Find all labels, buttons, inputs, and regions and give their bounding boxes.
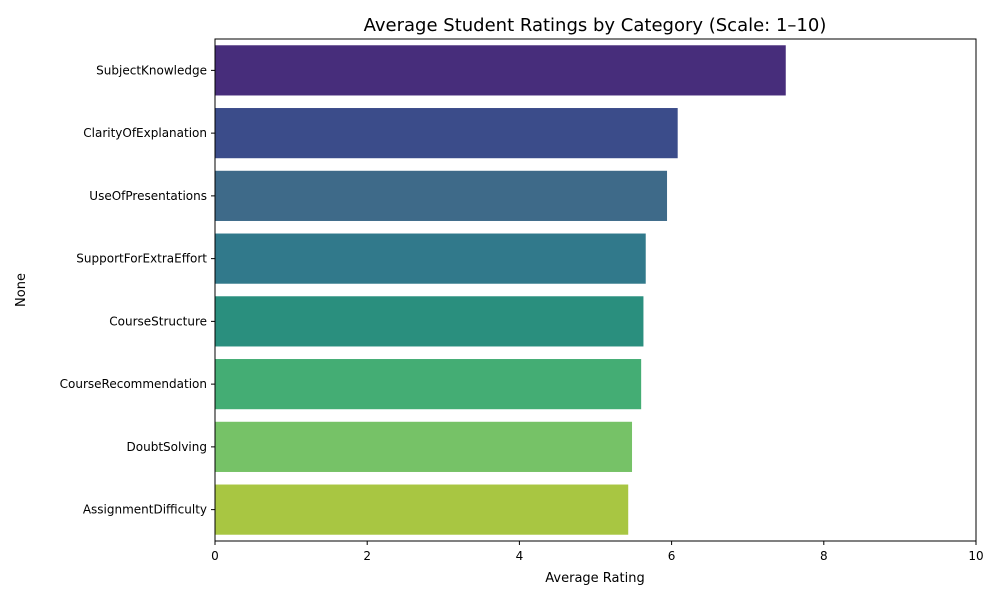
y-tick-label: SubjectKnowledge (96, 63, 207, 77)
y-tick-label: CourseRecommendation (60, 377, 207, 391)
x-tick-label: 10 (968, 549, 983, 563)
y-tick-label: CourseStructure (109, 314, 207, 328)
y-tick-labels: SubjectKnowledge ClarityOfExplanation UseO… (60, 63, 215, 517)
plot-frame (214, 38, 977, 542)
x-axis-label: Average Rating (545, 571, 644, 586)
y-tick-label: ClarityOfExplanation (83, 126, 207, 140)
bar-DoubtSolving (215, 421, 633, 472)
bars-group (215, 45, 786, 535)
chart-title: Average Student Ratings by Category (Sca… (364, 15, 827, 36)
bar-SubjectKnowledge (215, 45, 786, 96)
x-tick-label: 8 (820, 549, 828, 563)
bar-AssignmentDifficulty (215, 484, 629, 535)
y-axis-label: None (14, 273, 29, 307)
y-tick-label: UseOfPresentations (89, 189, 207, 203)
bar-SupportForExtraEffort (215, 233, 646, 284)
x-tick-labels: 0 2 4 6 8 10 (211, 541, 984, 563)
y-tick-label: DoubtSolving (127, 440, 207, 454)
x-tick-label: 2 (363, 549, 371, 563)
x-tick-label: 6 (668, 549, 676, 563)
bar-CourseStructure (215, 296, 644, 347)
y-tick-label: SupportForExtraEffort (76, 252, 207, 266)
bar-CourseRecommendation (215, 359, 642, 410)
bar-UseOfPresentations (215, 170, 668, 221)
x-tick-label: 4 (516, 549, 524, 563)
bar-ClarityOfExplanation (215, 108, 678, 159)
y-tick-label: AssignmentDifficulty (83, 503, 207, 517)
x-tick-label: 0 (211, 549, 219, 563)
